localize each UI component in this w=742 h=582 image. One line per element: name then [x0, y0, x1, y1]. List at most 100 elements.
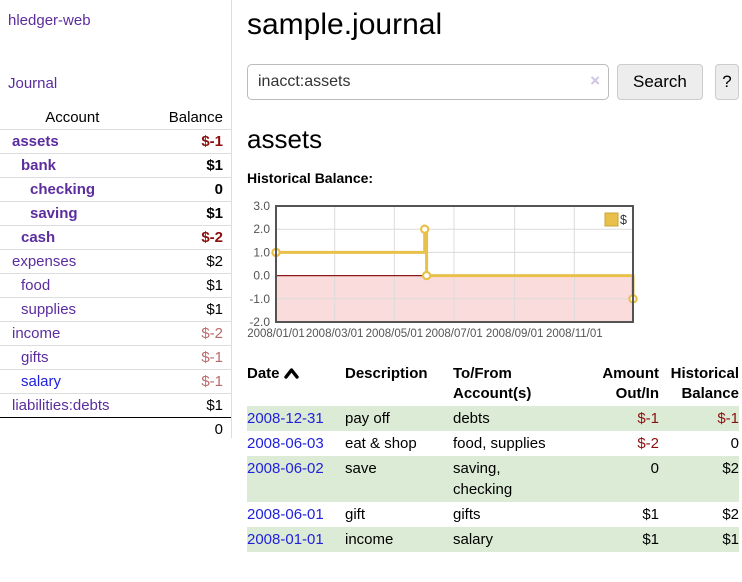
account-balance: 0	[214, 181, 223, 198]
transaction-date-link[interactable]: 2008-06-01	[247, 506, 324, 523]
account-row: assets $-1	[0, 129, 231, 154]
account-balance: $1	[206, 277, 223, 294]
balance-chart: $3.0 2.0 1.0 0.0 -1.0 -2.0 2008/01/01 2008/03/0…	[247, 198, 739, 340]
account-balance: $1	[206, 397, 223, 414]
x-axis-tick-label: 2008/07/01	[425, 328, 483, 340]
transaction-accounts: food, supplies	[453, 431, 589, 456]
register-header-label: Amount Out/In	[602, 365, 659, 402]
transaction-account-name: food,	[453, 435, 487, 452]
x-axis-tick-label: 2008/05/01	[366, 328, 424, 340]
register-header-amount-out-in[interactable]: Amount Out/In	[589, 362, 659, 406]
account-link[interactable]: cash	[21, 229, 56, 246]
account-row: food $1	[0, 273, 231, 298]
x-axis-tick-label: 2008/01/01	[247, 328, 305, 340]
account-heading: assets	[247, 124, 323, 154]
account-row: cash $-2	[0, 225, 231, 250]
account-balance: $-2	[201, 229, 223, 246]
account-link[interactable]: expenses	[12, 253, 77, 270]
accounts-total-value: 0	[214, 421, 223, 438]
page-title: sample.journal	[247, 8, 443, 41]
account-balance: $-1	[201, 349, 223, 366]
register-header-historical-balance[interactable]: Historical Balance	[659, 362, 739, 406]
register-header-date[interactable]: Date	[247, 362, 345, 406]
register-header-description[interactable]: Description	[345, 362, 453, 406]
main-content: sample.journal × Search ? assets Histori…	[247, 0, 739, 552]
account-link[interactable]: salary	[21, 373, 62, 390]
legend-label: $	[620, 213, 627, 227]
transaction-description: save	[345, 460, 377, 477]
transaction-balance: 0	[730, 435, 739, 452]
transaction-accounts: gifts	[453, 502, 589, 527]
account-link[interactable]: assets	[12, 133, 59, 150]
transaction-date-link[interactable]: 2008-06-02	[247, 460, 324, 477]
register-row: 2008-06-03 eat & shop food, supplies $-2 0	[247, 431, 739, 456]
sort-ascending-icon[interactable]	[283, 367, 299, 379]
account-row: supplies $1	[0, 297, 231, 322]
legend-swatch	[604, 212, 619, 227]
account-link[interactable]: bank	[21, 157, 57, 174]
account-link[interactable]: liabilities:debts	[12, 397, 110, 414]
transaction-amount: $1	[642, 506, 659, 523]
transaction-account-name: debts	[453, 410, 490, 427]
transaction-amount: $-1	[637, 410, 659, 427]
search-button[interactable]: Search	[617, 64, 703, 100]
register-row: 2008-06-01 gift gifts $1 $2	[247, 502, 739, 527]
account-balance: $1	[206, 157, 223, 174]
accounts-header-account: Account	[45, 109, 100, 126]
account-link[interactable]: income	[12, 325, 61, 342]
register-row: 2008-06-02 save saving, checking 0 $2	[247, 456, 739, 502]
register-header-label: Description	[345, 365, 428, 382]
account-link[interactable]: food	[21, 277, 51, 294]
x-axis-tick-label: 2008/03/01	[306, 328, 364, 340]
account-row: liabilities:debts $1	[0, 393, 231, 418]
transaction-account-name: supplies	[490, 435, 546, 452]
clear-search-icon[interactable]: ×	[590, 71, 600, 90]
transaction-accounts: debts	[453, 406, 589, 431]
sidebar-item-journal[interactable]: Journal	[8, 75, 58, 92]
transaction-amount: $-2	[637, 435, 659, 452]
account-balance: $-1	[201, 133, 223, 150]
register-table: Date Description To/From Account(s) Amount …	[247, 362, 739, 552]
register-header-to-from-account-s-[interactable]: To/From Account(s)	[453, 362, 589, 406]
register-row: 2008-01-01 income salary $1 $1	[247, 527, 739, 552]
account-link[interactable]: checking	[30, 181, 96, 198]
x-axis-tick-label: 2008/09/01	[486, 328, 544, 340]
transaction-date-link[interactable]: 2008-06-03	[247, 435, 324, 452]
transaction-amount: 0	[650, 460, 659, 477]
transaction-description: gift	[345, 506, 366, 523]
transaction-description: pay off	[345, 410, 390, 427]
transaction-description: income	[345, 531, 394, 548]
accounts-table: Account Balance assets $-1 bank $1 checking 0…	[0, 106, 231, 441]
register-row: 2008-12-31 pay off debts $-1 $-1	[247, 406, 739, 431]
account-row: expenses $2	[0, 249, 231, 274]
account-link[interactable]: gifts	[21, 349, 49, 366]
y-axis-tick-label: 2.0	[253, 222, 270, 236]
y-axis-tick-label: 3.0	[253, 199, 270, 213]
transaction-balance: $2	[722, 460, 739, 477]
y-axis-tick-label: -1.0	[249, 292, 270, 306]
transaction-date-link[interactable]: 2008-01-01	[247, 531, 324, 548]
account-link[interactable]: supplies	[21, 301, 77, 318]
account-row: bank $1	[0, 153, 231, 178]
search-form: × Search ?	[247, 64, 739, 100]
transaction-date-link[interactable]: 2008-12-31	[247, 410, 324, 427]
sidebar: hledger-web Journal Account Balance asse…	[0, 0, 232, 438]
search-input[interactable]	[247, 64, 609, 100]
chart-title: Historical Balance:	[247, 170, 374, 186]
account-row: salary $-1	[0, 369, 231, 394]
transaction-account-name: salary	[453, 531, 494, 548]
transaction-account-name: gifts	[453, 506, 481, 523]
account-balance: $1	[206, 301, 223, 318]
app-title-link[interactable]: hledger-web	[8, 12, 91, 29]
transaction-amount: $1	[642, 531, 659, 548]
register-header-label: Date	[247, 365, 280, 382]
transaction-accounts: saving, checking	[453, 456, 589, 502]
y-axis-tick-label: 1.0	[253, 245, 270, 259]
transaction-description: eat & shop	[345, 435, 417, 452]
account-balance: $-2	[201, 325, 223, 342]
account-link[interactable]: saving	[30, 205, 78, 222]
accounts-total-row: 0	[0, 417, 231, 442]
help-button[interactable]: ?	[714, 64, 739, 100]
transaction-accounts: salary	[453, 527, 589, 552]
transaction-account-name: checking	[453, 481, 513, 498]
